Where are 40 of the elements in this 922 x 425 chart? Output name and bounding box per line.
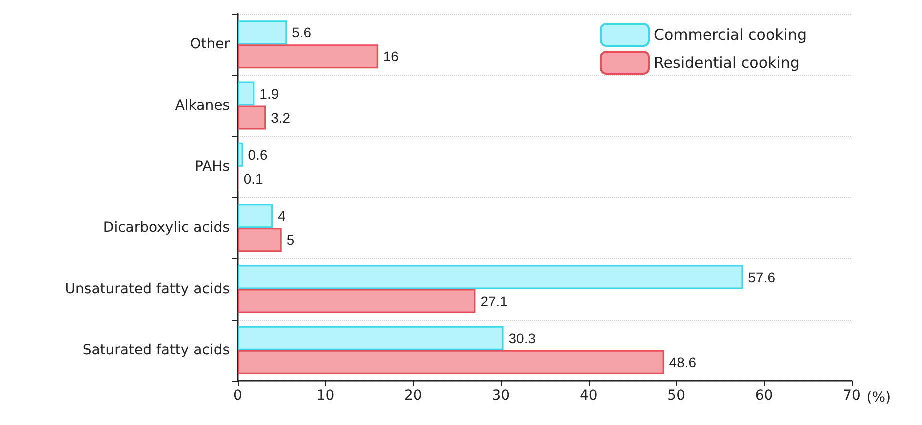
x-tick-label: 70: [843, 388, 861, 404]
x-tick-label: 30: [492, 388, 510, 404]
bar: [238, 350, 664, 374]
bar: [238, 326, 504, 350]
bar: [238, 289, 476, 314]
bar: [238, 106, 266, 130]
data-label: 27.1: [480, 293, 508, 310]
bar: [238, 20, 288, 45]
data-label: 4: [278, 208, 286, 224]
bar: [238, 142, 244, 167]
bar: [238, 228, 282, 252]
data-label: 0.1: [244, 170, 264, 187]
y-tick-label: Other: [190, 36, 230, 53]
x-tick-label: 60: [755, 388, 774, 404]
bar: [238, 44, 378, 69]
data-label: 5: [286, 232, 295, 248]
bar: [238, 82, 255, 106]
bar: [238, 204, 274, 228]
legend-label: Residential cooking: [654, 54, 800, 72]
y-tick-label: Unsaturated fatty acids: [65, 281, 230, 298]
x-tick-label: 10: [316, 388, 335, 404]
x-tick-label: 20: [404, 388, 422, 404]
legend-label: Commercial cooking: [654, 26, 807, 44]
y-tick-label: Dicarboxylic acids: [103, 220, 230, 236]
x-tick-label: 0: [234, 388, 242, 404]
y-tick-label: Saturated fatty acids: [82, 342, 230, 358]
data-label: 3.2: [271, 110, 291, 126]
data-label: 16: [383, 48, 400, 65]
data-label: 57.6: [748, 269, 776, 286]
y-tick-label: Alkanes: [175, 98, 230, 114]
x-tick-label: 50: [668, 388, 686, 404]
y-tick-label: PAHs: [195, 158, 230, 175]
data-label: 1.9: [260, 86, 280, 102]
data-label: 5.6: [292, 24, 312, 41]
data-label: 0.6: [248, 146, 268, 163]
bar: [238, 265, 744, 290]
data-label: 30.3: [508, 330, 536, 346]
x-axis-title: (%): [866, 390, 892, 406]
data-label: 48.6: [669, 354, 697, 370]
x-tick-label: 40: [580, 388, 598, 404]
